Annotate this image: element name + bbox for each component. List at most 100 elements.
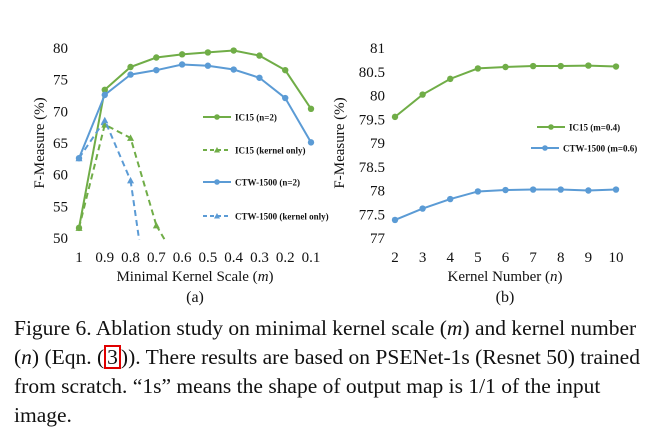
legend-label: IC15 (m=0.4) xyxy=(569,123,620,133)
x-tick-label: 0.7 xyxy=(147,250,166,266)
data-point-marker xyxy=(127,134,135,141)
x-tick-label: 8 xyxy=(557,250,565,266)
data-point-marker xyxy=(502,63,509,71)
caption-part3: ) (Eqn. ( xyxy=(31,345,105,369)
caption-var-m: m xyxy=(446,316,463,340)
y-tick-label: 79.5 xyxy=(359,112,385,128)
x-tick-label: 4 xyxy=(447,250,455,266)
data-point-marker xyxy=(101,86,108,94)
legend-marker xyxy=(548,124,554,130)
data-point-marker xyxy=(101,116,109,124)
data-point-marker xyxy=(127,63,134,71)
data-point-marker xyxy=(612,63,620,70)
data-point-marker xyxy=(282,66,289,74)
data-point-marker xyxy=(529,62,537,70)
y-tick-label: 80.5 xyxy=(359,65,385,81)
legend-label: CTW-1500 (kernel only) xyxy=(235,212,329,222)
x-tick-label: 0.3 xyxy=(250,250,269,266)
panel-label: (b) xyxy=(496,289,515,306)
legend-marker xyxy=(214,213,220,219)
x-tick-label: 0.9 xyxy=(95,250,114,266)
data-point-marker xyxy=(419,205,426,212)
x-tick-label: 0.4 xyxy=(224,250,243,266)
data-point-marker xyxy=(474,188,482,195)
x-axis-label: Kernel Number (n) xyxy=(448,269,563,285)
panel-label: (a) xyxy=(186,289,204,306)
data-point-marker xyxy=(391,113,399,121)
y-tick-label: 77 xyxy=(370,231,386,247)
data-point-marker xyxy=(178,51,186,58)
legend-marker xyxy=(214,147,220,153)
y-tick-label: 80 xyxy=(53,41,68,57)
data-point-marker xyxy=(178,61,186,68)
y-tick-label: 55 xyxy=(53,199,68,215)
series-line xyxy=(78,123,158,229)
data-point-marker xyxy=(612,186,620,193)
x-tick-label: 5 xyxy=(474,250,482,266)
series-line-tail xyxy=(129,180,141,240)
data-point-marker xyxy=(391,216,399,224)
data-point-marker xyxy=(529,186,537,193)
y-tick-label: 60 xyxy=(53,168,68,184)
legend-marker xyxy=(214,114,220,120)
x-tick-label: 0.6 xyxy=(173,250,192,266)
series-line xyxy=(78,63,312,159)
legend-label: CTW-1500 (m=0.6) xyxy=(563,144,637,154)
caption-part2: ) and kernel number ( xyxy=(14,316,637,369)
data-point-marker xyxy=(230,66,237,73)
series-line xyxy=(394,188,617,221)
x-tick-label: 0.1 xyxy=(302,250,321,266)
data-point-marker xyxy=(256,74,263,81)
y-tick-label: 79 xyxy=(370,136,385,152)
data-point-marker xyxy=(230,47,237,54)
legend-marker xyxy=(542,145,548,151)
y-axis-label: F-Measure (%) xyxy=(332,97,348,188)
data-point-marker xyxy=(557,62,564,70)
data-point-marker xyxy=(585,62,592,69)
data-point-marker xyxy=(204,62,212,69)
x-tick-label: 1 xyxy=(75,250,83,266)
data-point-marker xyxy=(585,187,592,194)
data-point-marker xyxy=(447,75,454,83)
caption-var-n: n xyxy=(21,345,32,369)
data-point-marker xyxy=(474,65,482,72)
data-point-marker xyxy=(447,195,454,203)
equation-reference-link[interactable]: 3 xyxy=(104,345,121,369)
chart-panel-a: 50 55 60 65 70 75 80 1 0.9 0.8 0.7 0.6 0.5 0.4 0.3 0.2 0… xyxy=(32,41,329,306)
data-point-marker xyxy=(256,52,263,59)
x-tick-label: 0.5 xyxy=(199,250,218,266)
x-tick-label: 10 xyxy=(609,250,624,266)
y-tick-label: 81 xyxy=(370,41,385,57)
x-tick-label: 0.8 xyxy=(121,250,140,266)
figure-caption: Figure 6. Ablation study on minimal kern… xyxy=(14,314,654,430)
data-point-marker xyxy=(307,105,315,113)
caption-part4: )). There results are based on PSENet-1s… xyxy=(14,345,640,427)
data-point-marker xyxy=(153,66,160,74)
legend-label: IC15 (n=2) xyxy=(235,113,277,123)
data-point-marker xyxy=(502,186,509,194)
y-tick-label: 75 xyxy=(53,73,68,89)
data-point-marker xyxy=(204,49,212,56)
y-tick-label: 50 xyxy=(53,231,68,247)
data-point-marker xyxy=(153,54,160,61)
data-point-marker xyxy=(419,91,426,98)
series-line xyxy=(78,49,312,229)
data-point-marker xyxy=(557,186,564,193)
x-tick-label: 7 xyxy=(529,250,537,266)
caption-part1: Figure 6. Ablation study on minimal kern… xyxy=(14,316,447,340)
data-point-marker xyxy=(282,94,289,102)
x-axis-label: Minimal Kernel Scale (m) xyxy=(116,269,273,285)
x-tick-label: 0.2 xyxy=(276,250,295,266)
y-tick-label: 78.5 xyxy=(359,160,385,176)
y-tick-label: 70 xyxy=(53,104,68,120)
data-point-marker xyxy=(75,154,83,162)
series-line xyxy=(78,118,132,181)
x-tick-label: 2 xyxy=(391,250,399,266)
x-tick-label: 6 xyxy=(502,250,510,266)
data-point-marker xyxy=(307,139,315,146)
data-point-marker xyxy=(75,224,83,231)
legend-label: CTW-1500 (n=2) xyxy=(235,178,300,188)
data-point-marker xyxy=(127,176,135,184)
